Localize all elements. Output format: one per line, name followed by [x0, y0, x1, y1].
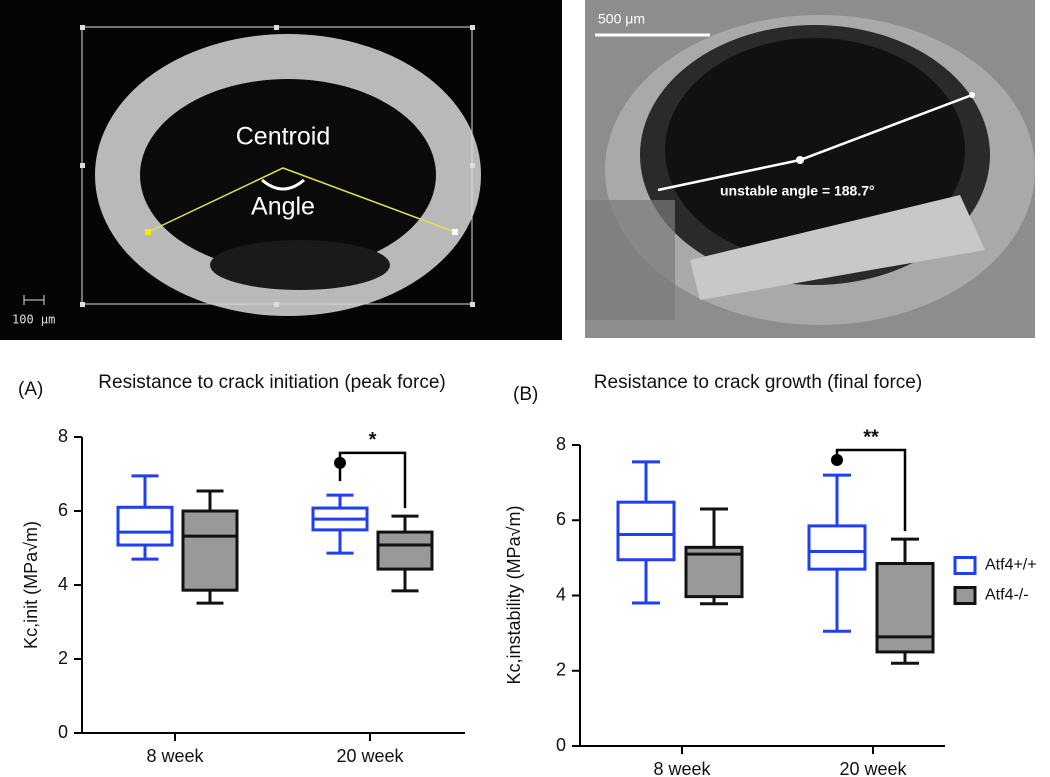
- micro-ct-image: Centroid Angle 100 μm: [0, 0, 562, 340]
- box: [875, 562, 935, 654]
- x-tick-label: 8 week: [653, 759, 711, 777]
- legend-swatch: [953, 586, 977, 605]
- box: [116, 505, 174, 547]
- angle-label: Angle: [251, 193, 315, 221]
- sem-image: 500 μm unstable angle = 188.7°: [585, 0, 1035, 338]
- centroid-label: Centroid: [236, 123, 331, 151]
- x-tick-label: 20 week: [336, 746, 404, 766]
- box: [616, 500, 676, 562]
- y-tick-label: 2: [58, 648, 68, 668]
- box: [181, 509, 239, 592]
- significance-bracket: [835, 448, 907, 532]
- scale-bar-label: 500 μm: [598, 11, 645, 27]
- scale-bar-label: 100 μm: [12, 313, 55, 327]
- y-tick-label: 0: [556, 735, 566, 755]
- significance-label: *: [369, 429, 377, 451]
- significance-label: **: [863, 426, 879, 448]
- panel-label: (A): [18, 379, 43, 400]
- panel-label: (B): [513, 384, 538, 405]
- box: [807, 524, 867, 571]
- angle-annotation: unstable angle = 188.7°: [720, 183, 875, 199]
- legend-swatch: [953, 556, 977, 575]
- y-tick-label: 6: [58, 500, 68, 520]
- chart-title: Resistance to crack growth (final force): [594, 372, 922, 393]
- box: [376, 530, 434, 571]
- y-tick-label: 4: [58, 574, 68, 594]
- chart-title: Resistance to crack initiation (peak for…: [98, 372, 445, 393]
- significance-bracket: [338, 451, 407, 509]
- legend-label: Atf4-/-: [985, 587, 1029, 604]
- legend-label: Atf4+/+: [985, 557, 1037, 574]
- x-tick-label: 8 week: [146, 746, 204, 766]
- x-tick-label: 20 week: [839, 759, 907, 777]
- y-axis-label: Kc,init (MPa√m): [21, 521, 41, 649]
- y-axis-label: Kc,instability (MPa√m): [504, 506, 524, 685]
- y-tick-label: 0: [58, 722, 68, 742]
- y-tick-label: 6: [556, 509, 566, 529]
- y-tick-label: 4: [556, 584, 566, 604]
- y-tick-label: 8: [556, 434, 566, 454]
- y-tick-label: 8: [58, 426, 68, 446]
- y-tick-label: 2: [556, 660, 566, 680]
